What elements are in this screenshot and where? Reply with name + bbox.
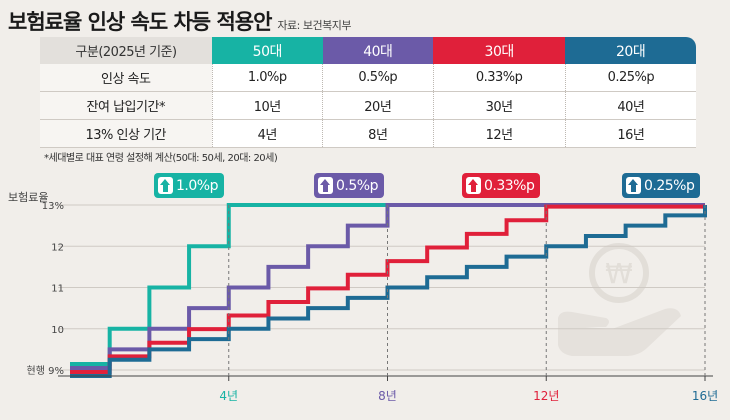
title-row: 보험료율 인상 속도 차등 적용안 자료: 보건복지부 bbox=[8, 6, 351, 36]
column-header-40s: 40대 bbox=[322, 37, 434, 64]
rate-badge-label: 1.0%p bbox=[176, 177, 218, 194]
x-tick-label: 4년 bbox=[219, 389, 238, 403]
x-tick-label: 8년 bbox=[378, 389, 397, 403]
table-corner-header: 구분(2025년 기준) bbox=[40, 37, 212, 64]
y-tick-label: 13% bbox=[42, 201, 64, 212]
series-line-20대 bbox=[70, 205, 707, 378]
y-tick-label: 11 bbox=[51, 284, 64, 295]
y-axis-label: 보험료율 bbox=[8, 191, 48, 204]
table-row: 잔여 납입기간* 10년 20년 30년 40년 bbox=[40, 91, 696, 120]
table-cell: 12년 bbox=[432, 119, 566, 148]
table-cell: 4년 bbox=[211, 119, 323, 148]
table-header-row: 구분(2025년 기준) 50대 40대 30대 20대 bbox=[40, 37, 696, 64]
table-cell: 0.25%p bbox=[564, 64, 696, 92]
table-cell: 16년 bbox=[564, 119, 696, 148]
x-tick-label: 12년 bbox=[533, 389, 559, 403]
y-axis-ticks: 현행 9% 10 11 12 13% bbox=[27, 201, 64, 377]
table-cell: 20년 bbox=[322, 91, 434, 120]
table-cell: 8년 bbox=[322, 119, 434, 148]
x-tick-label: 16년 bbox=[692, 389, 718, 403]
arrow-up-icon bbox=[626, 177, 641, 194]
source-label: 자료: 보건복지부 bbox=[277, 19, 351, 32]
arrow-up-icon bbox=[318, 177, 333, 194]
row-label-increase-period: 13% 인상 기간 bbox=[40, 119, 212, 148]
column-header-30s: 30대 bbox=[433, 37, 566, 64]
x-axis: 4년 8년 12년 16년 bbox=[58, 205, 718, 403]
series-line-30대 bbox=[70, 204, 705, 374]
table-cell: 1.0%p bbox=[211, 64, 323, 92]
table-cell: 0.5%p bbox=[322, 64, 434, 92]
column-header-20s: 20대 bbox=[565, 37, 696, 64]
rate-badge-label: 0.5%p bbox=[336, 177, 378, 194]
rate-badge-40대: 0.5%p bbox=[314, 173, 384, 198]
page-title: 보험료율 인상 속도 차등 적용안 bbox=[8, 10, 272, 34]
arrow-up-icon bbox=[158, 177, 173, 194]
table-row: 13% 인상 기간 4년 8년 12년 16년 bbox=[40, 119, 696, 148]
rate-badge-label: 0.33%p bbox=[484, 177, 535, 194]
table-cell: 30년 bbox=[432, 91, 566, 120]
series-line-40대 bbox=[70, 203, 705, 370]
y-tick-label: 12 bbox=[51, 242, 64, 253]
comparison-table: 구분(2025년 기준) 50대 40대 30대 20대 인상 속도 1.0%p… bbox=[40, 37, 696, 148]
row-label-rate: 인상 속도 bbox=[40, 64, 212, 92]
rate-badge-50대: 1.0%p bbox=[154, 173, 224, 198]
table-cell: 10년 bbox=[211, 91, 323, 120]
row-label-remaining-period: 잔여 납입기간* bbox=[40, 91, 212, 120]
table-cell: 0.33%p bbox=[432, 64, 566, 92]
svg-text:₩: ₩ bbox=[605, 257, 633, 290]
footnote: *세대별로 대표 연령 설정해 계산(50대: 50세, 20대: 20세) bbox=[44, 153, 278, 164]
coin-hand-icon: ₩ bbox=[558, 243, 681, 356]
rate-badge-20대: 0.25%p bbox=[622, 173, 701, 198]
arrow-up-icon bbox=[466, 177, 481, 194]
table-cell: 40년 bbox=[564, 91, 696, 120]
y-tick-label: 현행 9% bbox=[27, 365, 64, 377]
column-header-50s: 50대 bbox=[212, 37, 323, 64]
rate-badge-label: 0.25%p bbox=[644, 177, 695, 194]
table-row: 인상 속도 1.0%p 0.5%p 0.33%p 0.25%p bbox=[40, 64, 696, 92]
y-tick-label: 10 bbox=[51, 325, 64, 336]
rate-badge-30대: 0.33%p bbox=[462, 173, 541, 198]
